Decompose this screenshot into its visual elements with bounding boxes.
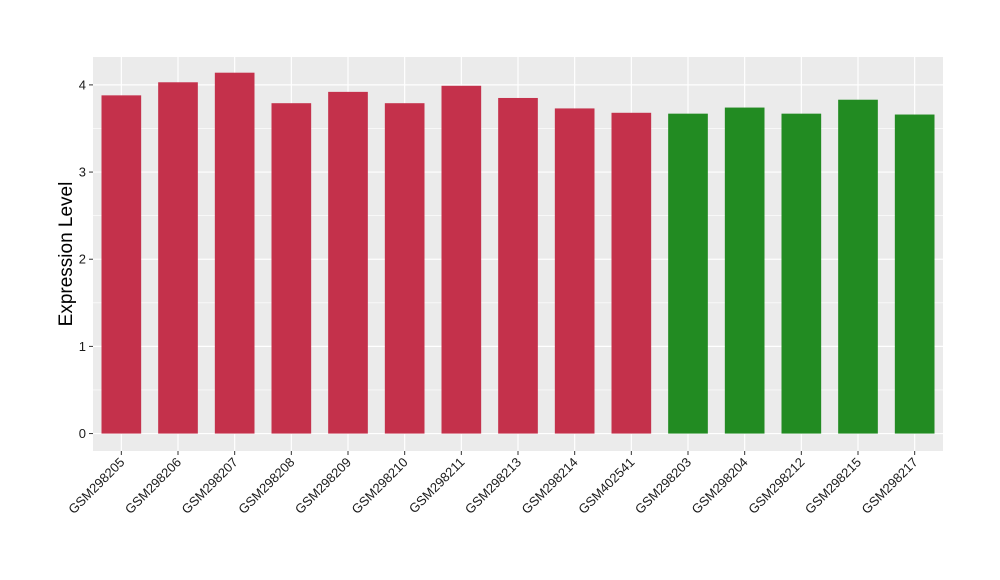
bar-GSM298208 [271,103,312,434]
x-tick-label: GSM298211 [406,455,468,517]
x-tick-label: GSM402541 [575,455,637,517]
x-tick-label: GSM298217 [859,455,921,517]
bar-GSM298209 [328,91,368,434]
x-tick-label: GSM298207 [179,455,241,517]
x-tick-label: GSM298214 [519,455,581,517]
bar-GSM298211 [441,85,482,434]
bar-GSM298214 [554,108,595,434]
y-tick-label: 3 [79,165,86,180]
bar-GSM298205 [101,95,142,434]
x-tick-label: GSM298203 [632,455,694,517]
bar-GSM298204 [724,107,765,434]
x-axis: GSM298205GSM298206GSM298207GSM298208GSM2… [65,451,921,517]
bar-GSM298203 [668,113,708,434]
bar-GSM298207 [214,72,255,434]
y-tick-label: 1 [79,339,86,354]
bars [101,72,935,434]
x-tick-label: GSM298208 [235,455,297,517]
y-axis: 0 1 2 3 4 [79,77,93,441]
bar-GSM298206 [158,82,198,434]
x-tick-label: GSM298210 [349,455,411,517]
y-axis-title: Expression Level [56,182,77,327]
bar-GSM298210 [384,103,425,434]
y-tick-label: 0 [79,426,86,441]
bar-GSM298215 [838,99,878,434]
bar-GSM402541 [611,112,652,434]
x-tick-label: GSM298205 [65,455,127,517]
y-tick-label: 2 [79,252,86,267]
x-tick-label: GSM298204 [689,455,751,517]
bar-GSM298217 [894,114,935,434]
x-tick-label: GSM298212 [745,455,807,517]
y-tick-label: 4 [79,77,86,92]
bar-GSM298212 [781,113,822,434]
x-tick-label: GSM298213 [462,455,524,517]
x-tick-label: GSM298206 [122,455,184,517]
x-tick-label: GSM298215 [802,455,864,517]
bar-GSM298213 [498,97,538,434]
x-tick-label: GSM298209 [292,455,354,517]
